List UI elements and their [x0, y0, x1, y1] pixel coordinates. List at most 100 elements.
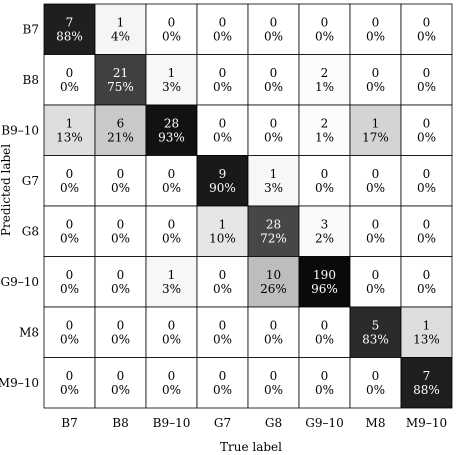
cell-count-6-3: 0 — [219, 318, 227, 332]
cell-percent-5-2: 3% — [162, 282, 181, 296]
cell-percent-2-5: 1% — [315, 130, 334, 144]
cell-percent-0-2: 0% — [162, 29, 181, 43]
cell-0-3 — [196, 3, 249, 55]
cell-count-2-2: 28 — [164, 116, 179, 130]
cell-count-1-6: 0 — [372, 66, 380, 80]
cell-2-2 — [145, 104, 198, 156]
cell-3-2 — [145, 155, 198, 207]
cell-2-4 — [247, 104, 300, 156]
cell-4-4 — [247, 205, 300, 257]
cell-percent-4-7: 0% — [417, 231, 436, 245]
cell-count-4-7: 0 — [423, 217, 431, 231]
cell-2-7 — [400, 104, 453, 156]
y-tick-label-0: B7 — [23, 22, 39, 36]
cell-percent-5-6: 0% — [366, 282, 385, 296]
cell-percent-5-0: 0% — [60, 282, 79, 296]
cell-percent-4-0: 0% — [60, 231, 79, 245]
cell-percent-0-6: 0% — [366, 29, 385, 43]
cell-count-4-2: 0 — [168, 217, 176, 231]
cell-count-2-4: 0 — [270, 116, 278, 130]
cell-count-7-0: 0 — [66, 369, 74, 383]
cell-percent-4-5: 2% — [315, 231, 334, 245]
y-tick-label-7: M9–10 — [0, 376, 39, 390]
cell-percent-6-7: 13% — [413, 332, 440, 346]
cell-count-5-7: 0 — [423, 268, 431, 282]
cell-percent-1-5: 1% — [315, 80, 334, 94]
cell-count-4-1: 0 — [117, 217, 125, 231]
cell-0-7 — [400, 3, 453, 55]
cell-percent-7-6: 0% — [366, 383, 385, 397]
cell-count-6-1: 0 — [117, 318, 125, 332]
cell-count-0-7: 0 — [423, 15, 431, 29]
cell-count-7-2: 0 — [168, 369, 176, 383]
cell-percent-7-1: 0% — [111, 383, 130, 397]
cell-4-7 — [400, 205, 453, 257]
cell-percent-6-6: 83% — [362, 332, 389, 346]
cell-percent-4-2: 0% — [162, 231, 181, 245]
cell-count-7-1: 0 — [117, 369, 125, 383]
y-tick-label-3: G7 — [22, 174, 39, 188]
cell-count-1-4: 0 — [270, 66, 278, 80]
cell-count-1-1: 21 — [113, 66, 128, 80]
y-tick-label-5: G9–10 — [1, 275, 40, 289]
cell-2-0 — [43, 104, 96, 156]
cell-2-3 — [196, 104, 249, 156]
cell-percent-2-2: 93% — [158, 130, 185, 144]
cell-7-1 — [94, 357, 147, 409]
cell-count-3-5: 0 — [321, 167, 329, 181]
cell-count-3-1: 0 — [117, 167, 125, 181]
cell-7-3 — [196, 357, 249, 409]
cell-percent-1-3: 0% — [213, 80, 232, 94]
cell-count-3-0: 0 — [66, 167, 74, 181]
cell-6-1 — [94, 306, 147, 358]
cell-count-6-7: 1 — [423, 318, 431, 332]
cell-percent-1-6: 0% — [366, 80, 385, 94]
cell-7-5 — [298, 357, 351, 409]
cell-percent-1-2: 3% — [162, 80, 181, 94]
y-tick-label-6: M8 — [19, 325, 39, 339]
cell-5-2 — [145, 256, 198, 308]
cell-count-2-7: 0 — [423, 116, 431, 130]
cell-percent-2-0: 13% — [56, 130, 83, 144]
cell-6-4 — [247, 306, 300, 358]
cell-percent-2-4: 0% — [264, 130, 283, 144]
cell-5-4 — [247, 256, 300, 308]
cell-0-1 — [94, 3, 147, 55]
cell-count-1-0: 0 — [66, 66, 74, 80]
x-axis-tick-labels: B7 B8 B9–10 G7 G8 G9–10 M8 M9–10 — [61, 416, 447, 430]
cell-count-6-5: 0 — [321, 318, 329, 332]
cell-percent-0-5: 0% — [315, 29, 334, 43]
cell-count-7-3: 0 — [219, 369, 227, 383]
cell-count-2-5: 2 — [321, 116, 329, 130]
cell-count-5-4: 10 — [266, 268, 281, 282]
cell-percent-5-5: 96% — [311, 282, 338, 296]
cell-3-4 — [247, 155, 300, 207]
x-tick-label-2: B9–10 — [153, 416, 191, 430]
cell-count-4-0: 0 — [66, 217, 74, 231]
cell-percent-6-0: 0% — [60, 332, 79, 346]
cell-count-3-7: 0 — [423, 167, 431, 181]
cell-0-5 — [298, 3, 351, 55]
cell-6-6 — [349, 306, 402, 358]
cell-percent-7-3: 0% — [213, 383, 232, 397]
cell-5-5 — [298, 256, 351, 308]
cell-percent-4-3: 10% — [209, 231, 236, 245]
cell-count-2-0: 1 — [66, 116, 74, 130]
cell-count-1-3: 0 — [219, 66, 227, 80]
cell-percent-3-3: 90% — [209, 181, 236, 195]
cell-percent-3-0: 0% — [60, 181, 79, 195]
y-axis-tick-labels: B7 B8 B9–10 G7 G8 G9–10 M8 M9–10 — [0, 22, 39, 390]
cell-6-5 — [298, 306, 351, 358]
cell-count-7-6: 0 — [372, 369, 380, 383]
cell-count-2-3: 0 — [219, 116, 227, 130]
cell-percent-6-2: 0% — [162, 332, 181, 346]
cell-count-4-5: 3 — [321, 217, 329, 231]
cell-count-0-1: 1 — [117, 15, 125, 29]
cell-6-7 — [400, 306, 453, 358]
cell-1-5 — [298, 54, 351, 106]
cell-3-0 — [43, 155, 96, 207]
cell-count-3-4: 1 — [270, 167, 278, 181]
cell-count-6-6: 5 — [372, 318, 380, 332]
cell-count-4-4: 28 — [266, 217, 281, 231]
